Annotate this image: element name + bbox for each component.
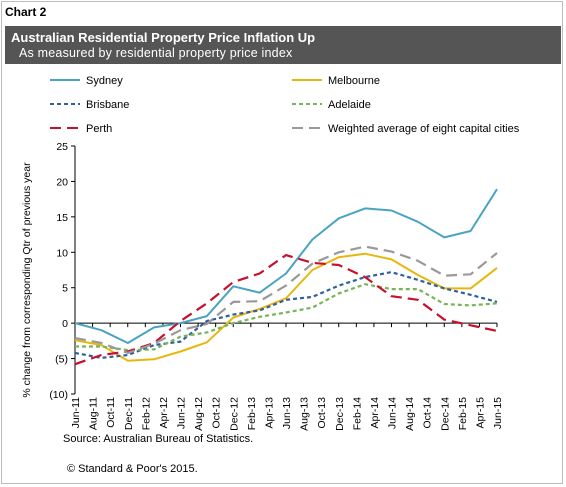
y-tick-label: 20 [56, 176, 68, 188]
x-tick-label: Dec-13 [334, 397, 346, 431]
chart-legend: Sydney Melbourne Brisbane Adelaide Perth Weig… [50, 75, 520, 135]
x-tick-label: Apr-14 [369, 397, 381, 429]
x-tick-label: Jun-13 [281, 397, 293, 429]
series-line-sydney [74, 188, 498, 344]
series-line-brisbane [74, 271, 498, 359]
x-tick-label: Apr-15 [474, 397, 486, 429]
y-tick-label: (5) [55, 354, 68, 366]
x-tick-label: Aug-11 [88, 397, 100, 430]
chart-series [74, 188, 498, 366]
legend-label-brisbane: Brisbane [86, 99, 129, 111]
chart-axes: (10) (5) 0 5 10 15 20 25 Jun-11 Aug-11 Oct-11 Dec-1… [21, 141, 504, 431]
legend-label-weighted-average-of-eight-capital-cities: Weighted average of eight capital cities [328, 123, 520, 135]
x-tick-label: Feb-14 [351, 397, 363, 430]
chart-label: Chart 2 [5, 5, 47, 19]
x-tick-label: Oct-12 [211, 397, 223, 429]
series-line-weighted-average-of-eight-capital-cities [74, 245, 498, 354]
x-tick-label: Apr-12 [158, 397, 170, 429]
legend-label-sydney: Sydney [86, 75, 123, 87]
x-tick-label: Jun-15 [492, 397, 504, 429]
y-tick-label: 0 [62, 318, 68, 330]
x-tick-label: Jun-12 [176, 397, 188, 429]
source-note: Source: Australian Bureau of Statistics. [63, 433, 254, 445]
y-tick-label: 15 [56, 212, 68, 224]
x-tick-label: Aug-13 [299, 397, 311, 431]
y-tick-label: 25 [56, 141, 68, 153]
x-tick-label: Jun-11 [70, 397, 82, 428]
x-tick-label: Oct-13 [316, 397, 328, 429]
x-tick-label: Feb-12 [140, 397, 152, 430]
x-tick-label: Aug-14 [404, 397, 416, 431]
x-tick-label: Dec-14 [439, 397, 451, 431]
x-tick-label: Oct-11 [105, 397, 117, 428]
x-tick-label: Dec-11 [123, 397, 135, 430]
copyright-note: © Standard & Poor's 2015. [67, 463, 198, 475]
series-line-perth [74, 254, 498, 366]
legend-label-melbourne: Melbourne [328, 75, 380, 87]
legend-label-perth: Perth [86, 123, 112, 135]
x-tick-label: Feb-15 [457, 397, 469, 430]
x-tick-label: Oct-14 [422, 397, 434, 429]
y-axis-title: % change from corresponding Qtr of previ… [21, 162, 33, 398]
y-tick-label: 10 [56, 247, 68, 259]
chart-subtitle: As measured by residential property pric… [19, 46, 293, 60]
series-line-melbourne [74, 252, 498, 362]
y-tick-label: (10) [49, 389, 68, 401]
series-line-adelaide [75, 283, 498, 352]
x-tick-label: Aug-12 [193, 397, 205, 431]
x-tick-label: Jun-14 [387, 397, 399, 429]
x-tick-label: Feb-13 [246, 397, 258, 430]
chart-header: Australian Residential Property Price In… [5, 26, 561, 64]
x-tick-label: Dec-12 [228, 397, 240, 431]
y-tick-label: 5 [62, 283, 68, 295]
chart-title: Australian Residential Property Price In… [11, 30, 316, 45]
legend-label-adelaide: Adelaide [328, 99, 371, 111]
x-tick-label: Apr-13 [263, 397, 275, 429]
